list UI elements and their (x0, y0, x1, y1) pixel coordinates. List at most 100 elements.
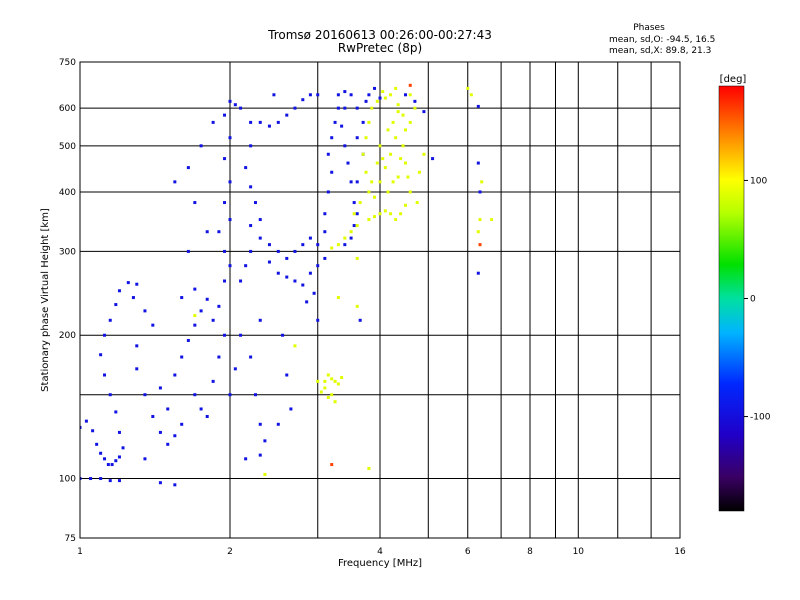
data-point-x (403, 161, 407, 165)
x-tick-label: 4 (377, 547, 383, 557)
data-point-spot (408, 83, 412, 87)
data-point-o (249, 224, 253, 228)
data-point-o (217, 230, 221, 234)
x-axis-ticks: 1 2 4 6 8 10 16 (77, 547, 686, 557)
data-point-o (211, 318, 215, 322)
data-point-o (364, 99, 368, 103)
data-point-o (378, 96, 382, 100)
data-point-o (258, 453, 262, 457)
data-point-o (358, 318, 362, 322)
data-point-x (370, 180, 374, 184)
data-point-o (244, 457, 248, 461)
stats-x-mode: mean, sd,X: 89.8, 21.3 (609, 46, 711, 56)
data-point-x (370, 106, 374, 110)
data-point-o (244, 264, 248, 268)
data-point-spot (478, 243, 482, 247)
data-point-o (293, 106, 297, 110)
data-point-x (401, 144, 405, 148)
data-point-o (312, 291, 316, 295)
data-point-x (466, 86, 470, 90)
data-point-o (99, 353, 103, 357)
data-point-o (151, 323, 155, 327)
data-point-o (333, 120, 337, 124)
data-point-o (349, 93, 353, 97)
data-point-x (381, 90, 385, 94)
data-point-o (249, 249, 253, 253)
data-point-o (173, 373, 177, 377)
data-point-o (301, 243, 305, 247)
data-point-o (233, 103, 237, 107)
data-point-o (276, 120, 280, 124)
data-point-o (267, 260, 271, 264)
data-point-x (383, 96, 387, 100)
data-point-o (349, 180, 353, 184)
x-tick-label: 1 (77, 547, 83, 557)
data-point-x (330, 393, 334, 397)
y-tick-label: 75 (65, 534, 76, 544)
data-point-o (223, 201, 227, 205)
data-point-o (180, 296, 184, 300)
data-point-o (228, 264, 232, 268)
data-point-x (413, 106, 417, 110)
data-point-x (367, 466, 371, 470)
data-point-o (301, 283, 305, 287)
data-point-x (417, 170, 421, 174)
data-point-x (422, 152, 426, 156)
data-point-x (415, 201, 419, 205)
data-point-x (476, 230, 480, 234)
data-point-o (205, 414, 209, 418)
colorbar-tick-label: -100 (750, 413, 771, 423)
data-point-o (258, 422, 262, 426)
data-point-x (333, 400, 337, 404)
data-point-x (319, 390, 323, 394)
data-point-o (117, 289, 121, 293)
data-point-x (406, 175, 410, 179)
data-point-o (476, 161, 480, 165)
data-point-o (151, 414, 155, 418)
data-point-x (389, 93, 393, 97)
data-point-o (103, 333, 107, 337)
data-point-o (205, 230, 209, 234)
x-tick-label: 10 (573, 547, 585, 557)
x-tick-label: 16 (674, 547, 686, 557)
data-point-x (364, 136, 368, 140)
data-point-o (158, 481, 162, 485)
data-point-o (217, 355, 221, 359)
data-point-x (355, 224, 359, 228)
data-point-o (281, 333, 285, 337)
data-point-x (358, 201, 362, 205)
colorbar (718, 85, 745, 512)
data-point-x (316, 379, 320, 383)
y-axis-label: Stationary phase Virtual Height [km] (40, 208, 51, 392)
data-point-o (95, 442, 99, 446)
data-point-o (276, 249, 280, 253)
data-point-o (193, 201, 197, 205)
data-point-x (323, 386, 327, 390)
data-point-o (143, 309, 147, 313)
data-point-o (285, 275, 289, 279)
data-point-o (336, 93, 340, 97)
data-point-x (396, 175, 400, 179)
data-point-x (293, 344, 297, 348)
data-point-o (173, 483, 177, 487)
data-point-o (193, 393, 197, 397)
data-point-o (253, 393, 257, 397)
data-point-o (249, 355, 253, 359)
data-point-o (108, 479, 112, 483)
data-point-o (135, 282, 139, 286)
data-point-x (469, 93, 473, 97)
data-point-x (408, 120, 412, 124)
data-point-o (352, 224, 356, 228)
data-point-x (336, 296, 340, 300)
data-point-o (233, 367, 237, 371)
data-point-o (258, 218, 262, 222)
data-point-o (103, 373, 107, 377)
stats-o-mode: mean, sd,O: -94.5, 16.5 (609, 35, 715, 45)
data-point-x (401, 113, 405, 117)
data-point-o (199, 407, 203, 411)
data-point-o (267, 124, 271, 128)
data-point-o (228, 136, 232, 140)
data-point-o (91, 429, 95, 433)
data-point-x (336, 382, 340, 386)
data-point-o (478, 190, 482, 194)
